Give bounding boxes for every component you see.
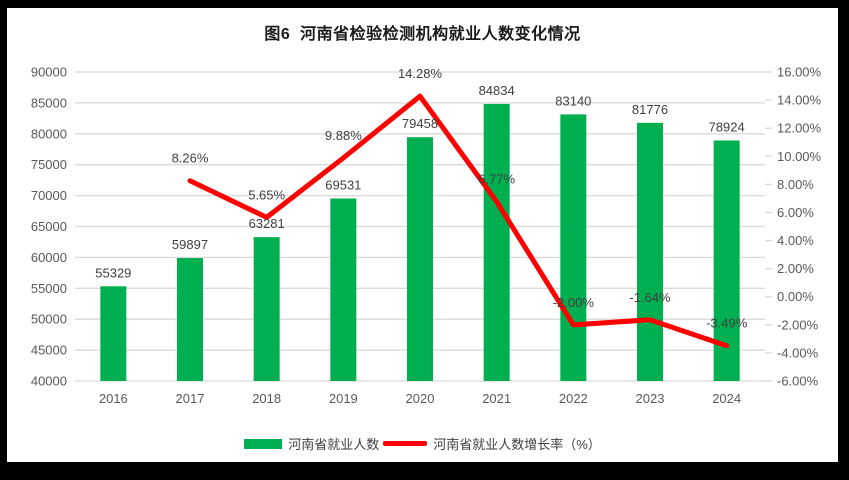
left-axis-tick-label: 75000 — [31, 157, 67, 172]
bar-2017 — [177, 258, 203, 381]
growth-value-label: 8.26% — [172, 151, 209, 166]
bar-value-label: 55329 — [95, 265, 131, 280]
left-axis-tick-label: 85000 — [31, 95, 67, 110]
bar-2022 — [560, 114, 587, 381]
growth-value-label: -2.00% — [553, 295, 595, 310]
bar-value-label: 79458 — [402, 116, 438, 131]
bar-value-label: 84834 — [479, 83, 515, 98]
right-axis-tick-label: 8.00% — [777, 177, 814, 192]
left-axis-tick-label: 50000 — [31, 312, 67, 327]
right-axis-tick-label: -4.00% — [777, 345, 819, 360]
x-axis-label: 2024 — [712, 391, 741, 406]
right-axis-tick-label: -6.00% — [777, 374, 819, 389]
growth-value-label: 5.65% — [248, 187, 285, 202]
bar-value-label: 63281 — [249, 216, 285, 231]
left-axis-tick-label: 60000 — [31, 250, 67, 265]
bar-value-label: 69531 — [325, 177, 361, 192]
bar-2020 — [407, 137, 433, 381]
chart-plot: 90000 85000 80000 75000 70000 65000 60000 55000… — [31, 65, 822, 407]
left-axis-tick-label: 40000 — [31, 374, 67, 389]
left-axis-tick-label: 80000 — [31, 126, 67, 141]
right-axis-tick-label: 16.00% — [777, 65, 822, 80]
right-axis-tick-label: 10.00% — [777, 149, 822, 164]
x-axis-label: 2019 — [329, 391, 358, 406]
right-axis-tick-label: 4.00% — [777, 233, 814, 248]
x-axis-label: 2016 — [99, 391, 128, 406]
left-axis-tick-label: 45000 — [31, 343, 67, 358]
left-axis-tick-label: 90000 — [31, 65, 67, 80]
chart-title: 图6 河南省检验检测机构就业人数变化情况 — [264, 26, 581, 43]
bar-value-label: 78924 — [709, 119, 745, 134]
bar-2019 — [330, 198, 357, 381]
growth-value-label: -3.49% — [706, 316, 748, 331]
bar-2018 — [253, 237, 280, 381]
x-axis-label: 2023 — [636, 391, 665, 406]
legend-item-employment: 河南省就业人数 — [244, 434, 379, 453]
chart-legend: 河南省就业人数 河南省就业人数增长率（%） — [7, 434, 838, 453]
legend-line-label: 河南省就业人数增长率（%） — [433, 437, 601, 452]
right-axis-tick-label: -2.00% — [777, 317, 819, 332]
x-axis-label: 2018 — [252, 391, 281, 406]
x-axis-label: 2021 — [482, 391, 511, 406]
chart-area: 图6 河南省检验检测机构就业人数变化情况 90000 85000 80000 7500… — [7, 8, 838, 462]
bar-2016 — [100, 286, 127, 381]
growth-value-label: -1.64% — [629, 290, 671, 305]
x-axis-label: 2022 — [559, 391, 588, 406]
left-axis-tick-label: 65000 — [31, 219, 67, 234]
growth-value-label: 9.88% — [325, 128, 362, 143]
legend-line-swatch — [383, 441, 428, 446]
right-axis-tick-label: 12.00% — [777, 121, 822, 136]
left-axis-tick-label: 70000 — [31, 188, 67, 203]
bar-value-label: 59897 — [172, 237, 208, 252]
left-axis-tick-label: 55000 — [31, 281, 67, 296]
bar-value-label: 83140 — [555, 93, 591, 108]
bar-2021 — [483, 103, 510, 382]
right-axis-tick-label: 0.00% — [777, 289, 814, 304]
growth-value-label: 6.77% — [478, 172, 515, 187]
legend-item-growth-rate: 河南省就业人数增长率（%） — [383, 434, 601, 453]
x-axis-label: 2017 — [176, 391, 205, 406]
right-axis-tick-label: 6.00% — [777, 205, 814, 220]
growth-rate-line — [187, 93, 730, 349]
legend-bar-label: 河南省就业人数 — [288, 437, 380, 452]
growth-value-label: 14.28% — [398, 66, 443, 81]
right-axis-tick-label: 2.00% — [777, 261, 814, 276]
bar-value-label: 81776 — [632, 102, 668, 117]
right-axis-tick-label: 14.00% — [777, 93, 822, 108]
bar-2023 — [637, 122, 663, 382]
legend-bar-swatch — [244, 438, 283, 449]
x-axis-label: 2020 — [406, 391, 435, 406]
